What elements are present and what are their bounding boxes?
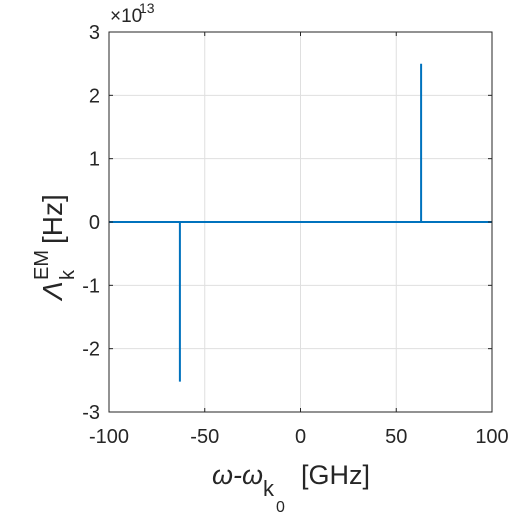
x-tick-label: 100 xyxy=(475,426,508,448)
series-line xyxy=(109,63,492,382)
x-tick-label: 0 xyxy=(295,426,306,448)
x-tick-label: -50 xyxy=(190,426,219,448)
y-exponent-power: 13 xyxy=(139,0,155,16)
y-label-sub: k xyxy=(57,269,79,280)
y-tick-label: -3 xyxy=(82,402,100,424)
x-label-sub: k xyxy=(263,476,275,501)
y-exponent-base: ×10 xyxy=(110,6,142,27)
y-tick-label: -1 xyxy=(82,275,100,297)
x-axis-label: ω-ω k 0 [GHz] xyxy=(212,460,370,516)
y-label-unit: [Hz] xyxy=(37,194,68,244)
y-axis-label: Λ EM k [Hz] xyxy=(31,194,79,302)
series-layer xyxy=(109,63,492,382)
x-label-main: ω-ω xyxy=(212,460,263,490)
y-tick-label: 1 xyxy=(89,149,100,171)
y-tick-label: -2 xyxy=(82,339,100,361)
y-tick-label: 2 xyxy=(89,85,100,107)
y-label-main: Λ xyxy=(37,281,68,302)
x-label-sub-sub: 0 xyxy=(276,499,285,516)
y-label-sup: EM xyxy=(31,250,53,280)
x-tick-label: 50 xyxy=(385,426,407,448)
y-exponent: ×10 13 xyxy=(110,0,155,27)
y-tick-label: 0 xyxy=(89,212,100,234)
ticks-layer: -100 -50 0 50 100 -3 -2 -1 0 1 2 3 xyxy=(82,22,508,448)
y-tick-label: 3 xyxy=(89,22,100,44)
x-tick-label: -100 xyxy=(89,426,129,448)
x-label-unit: [GHz] xyxy=(301,460,370,490)
